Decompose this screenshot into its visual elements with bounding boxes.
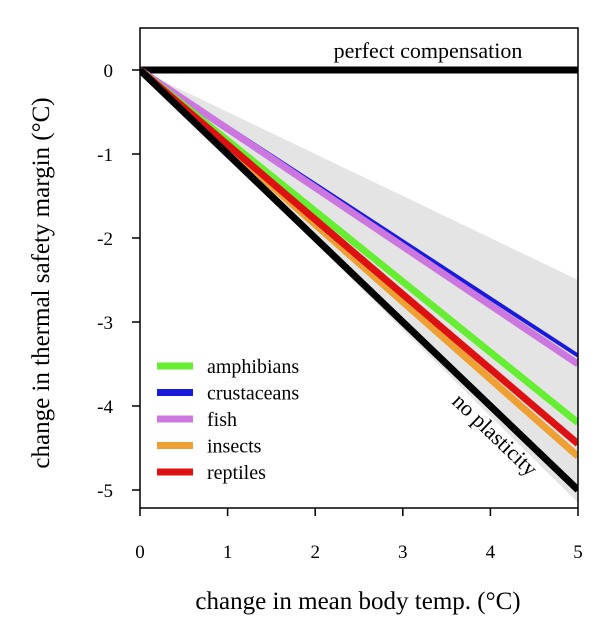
plot-area (140, 66, 578, 503)
x-tick-label: 5 (573, 542, 583, 563)
y-tick-label: -3 (97, 313, 113, 334)
x-tick-label: 0 (135, 542, 145, 563)
no-plasticity-line (140, 67, 578, 493)
legend-label-reptiles: reptiles (207, 462, 266, 484)
legend-label-amphibians: amphibians (207, 356, 299, 378)
x-tick-label: 3 (398, 542, 408, 563)
y-tick-label: 0 (104, 61, 114, 82)
x-tick-label: 2 (310, 542, 320, 563)
plot-frame (139, 27, 579, 509)
series-layer (140, 67, 578, 460)
x-tick-label: 4 (486, 542, 496, 563)
series-line-reptiles (140, 67, 578, 447)
x-tick-label: 1 (223, 542, 233, 563)
ticks-layer: 0 1 2 3 4 5 0 -1 -2 -3 -4 -5 (97, 61, 583, 563)
y-axis-title: change in thermal safety margin (°C) (28, 97, 55, 468)
legend-label-crustaceans: crustaceans (207, 383, 299, 405)
annotation-perfect-compensation: perfect compensation (334, 38, 523, 63)
y-tick-label: -2 (97, 229, 113, 250)
y-tick-label: -4 (97, 397, 113, 418)
series-line-fish (140, 67, 578, 367)
legend: amphibians crustaceans fish insects reptiles (157, 356, 299, 484)
y-tick-label: -5 (97, 481, 113, 502)
legend-label-fish: fish (207, 409, 237, 431)
y-tick-label: -1 (97, 145, 113, 166)
legend-label-insects: insects (207, 436, 262, 458)
x-axis-title: change in mean body temp. (°C) (195, 588, 520, 615)
